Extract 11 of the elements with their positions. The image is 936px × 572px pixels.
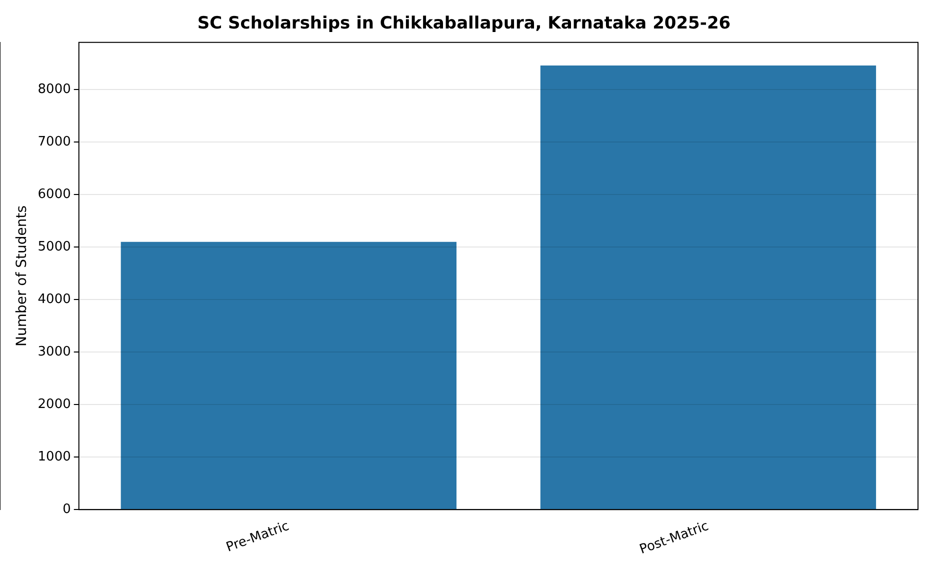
y-tick-label: 6000 [38, 187, 71, 202]
y-tick-label: 3000 [38, 344, 71, 360]
y-tick-label: 1000 [38, 450, 71, 464]
y-tick-label: 4000 [38, 292, 71, 308]
y-tick-label: 5000 [38, 240, 71, 255]
chart-title: SC Scholarships in Chikkaballapura, Karnataka 2025-26 [197, 14, 731, 34]
y-tick-label: 2000 [38, 397, 71, 412]
y-axis-title: Number of Students [14, 205, 30, 347]
y-tick-label: 7000 [38, 134, 71, 150]
y-tick-label: 0 [62, 502, 71, 517]
y-tick-label: 8000 [38, 82, 71, 98]
